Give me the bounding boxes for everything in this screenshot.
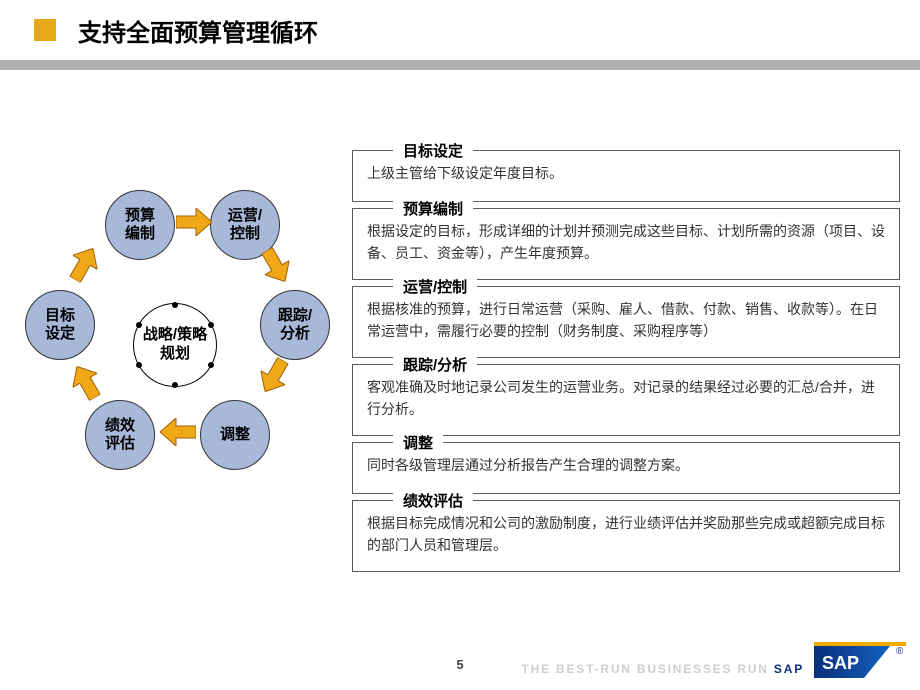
topic-box: 跟踪/分析客观准确及时地记录公司发生的运营业务。对记录的结果经过必要的汇总/合并… bbox=[352, 364, 900, 436]
cycle-node-label: 跟踪/ 分析 bbox=[278, 307, 312, 343]
cycle-arrow-icon bbox=[63, 241, 105, 286]
cycle-node: 跟踪/ 分析 bbox=[260, 290, 330, 360]
cycle-node-label: 绩效 评估 bbox=[105, 417, 135, 453]
cycle-node-label: 调整 bbox=[220, 426, 250, 444]
cycle-node-label: 预算 编制 bbox=[125, 207, 155, 243]
cycle-arrow-icon bbox=[176, 208, 212, 236]
topic-box: 绩效评估根据目标完成情况和公司的激励制度，进行业绩评估并奖励那些完成或超额完成目… bbox=[352, 500, 900, 572]
slide-footer: 5 THE BEST-RUN BUSINESSES RUN SAP SAP ® bbox=[0, 640, 920, 690]
tagline-text: THE BEST-RUN BUSINESSES RUN bbox=[521, 662, 773, 676]
topic-box-title: 绩效评估 bbox=[393, 490, 473, 511]
slide-body: 战略/策略 规划 预算 编制 运营/ 控制跟踪/ 分析调整 绩效 评估 目标 设定 目… bbox=[0, 70, 920, 640]
topic-box-list: 目标设定上级主管给下级设定年度目标。预算编制根据设定的目标，形成详细的计划并预测… bbox=[352, 150, 900, 578]
topic-box-body: 客观准确及时地记录公司发生的运营业务。对记录的结果经过必要的汇总/合并，进行分析… bbox=[367, 377, 885, 420]
ring-dot-icon bbox=[172, 382, 178, 388]
ring-dot-icon bbox=[136, 322, 142, 328]
topic-box-body: 根据设定的目标，形成详细的计划并预测完成这些目标、计划所需的资源（项目、设备、员… bbox=[367, 221, 885, 264]
sap-logo: SAP ® bbox=[814, 642, 906, 682]
topic-box-title: 调整 bbox=[393, 432, 443, 453]
tagline-accent: SAP bbox=[774, 662, 804, 676]
cycle-center-node: 战略/策略 规划 bbox=[133, 303, 217, 387]
slide-title: 支持全面预算管理循环 bbox=[78, 13, 318, 48]
cycle-node: 目标 设定 bbox=[25, 290, 95, 360]
topic-box-body: 同时各级管理层通过分析报告产生合理的调整方案。 bbox=[367, 455, 885, 477]
page-number: 5 bbox=[456, 657, 463, 672]
topic-box-body: 根据核准的预算，进行日常运营（采购、雇人、借款、付款、销售、收款等）。在日常运营… bbox=[367, 299, 885, 342]
cycle-node-label: 运营/ 控制 bbox=[228, 207, 262, 243]
slide-header: 支持全面预算管理循环 bbox=[0, 0, 920, 60]
cycle-diagram: 战略/策略 规划 预算 编制 运营/ 控制跟踪/ 分析调整 绩效 评估 目标 设定 bbox=[20, 190, 330, 500]
cycle-arrow-icon bbox=[253, 353, 295, 398]
ring-dot-icon bbox=[136, 362, 142, 368]
header-accent-square bbox=[34, 19, 56, 41]
topic-box-title: 跟踪/分析 bbox=[393, 354, 477, 375]
ring-dot-icon bbox=[208, 362, 214, 368]
footer-tagline: THE BEST-RUN BUSINESSES RUN SAP bbox=[521, 662, 804, 676]
topic-box: 预算编制根据设定的目标，形成详细的计划并预测完成这些目标、计划所需的资源（项目、… bbox=[352, 208, 900, 280]
ring-dot-icon bbox=[208, 322, 214, 328]
topic-box-title: 运营/控制 bbox=[393, 276, 477, 297]
topic-box: 运营/控制根据核准的预算，进行日常运营（采购、雇人、借款、付款、销售、收款等）。… bbox=[352, 286, 900, 358]
cycle-node: 绩效 评估 bbox=[85, 400, 155, 470]
svg-text:SAP: SAP bbox=[822, 653, 859, 673]
cycle-node: 调整 bbox=[200, 400, 270, 470]
svg-text:®: ® bbox=[896, 646, 904, 657]
topic-box: 目标设定上级主管给下级设定年度目标。 bbox=[352, 150, 900, 202]
topic-box-title: 预算编制 bbox=[393, 198, 473, 219]
cycle-arrow-icon bbox=[160, 418, 196, 446]
cycle-node: 预算 编制 bbox=[105, 190, 175, 260]
header-divider-bar bbox=[0, 60, 920, 70]
cycle-arrow-icon bbox=[65, 359, 107, 404]
topic-box: 调整同时各级管理层通过分析报告产生合理的调整方案。 bbox=[352, 442, 900, 494]
topic-box-body: 上级主管给下级设定年度目标。 bbox=[367, 163, 885, 185]
cycle-node-label: 目标 设定 bbox=[45, 307, 75, 343]
topic-box-body: 根据目标完成情况和公司的激励制度，进行业绩评估并奖励那些完成或超额完成目标的部门… bbox=[367, 513, 885, 556]
ring-dot-icon bbox=[172, 302, 178, 308]
topic-box-title: 目标设定 bbox=[393, 140, 473, 161]
cycle-center-label: 战略/策略 规划 bbox=[143, 326, 207, 364]
